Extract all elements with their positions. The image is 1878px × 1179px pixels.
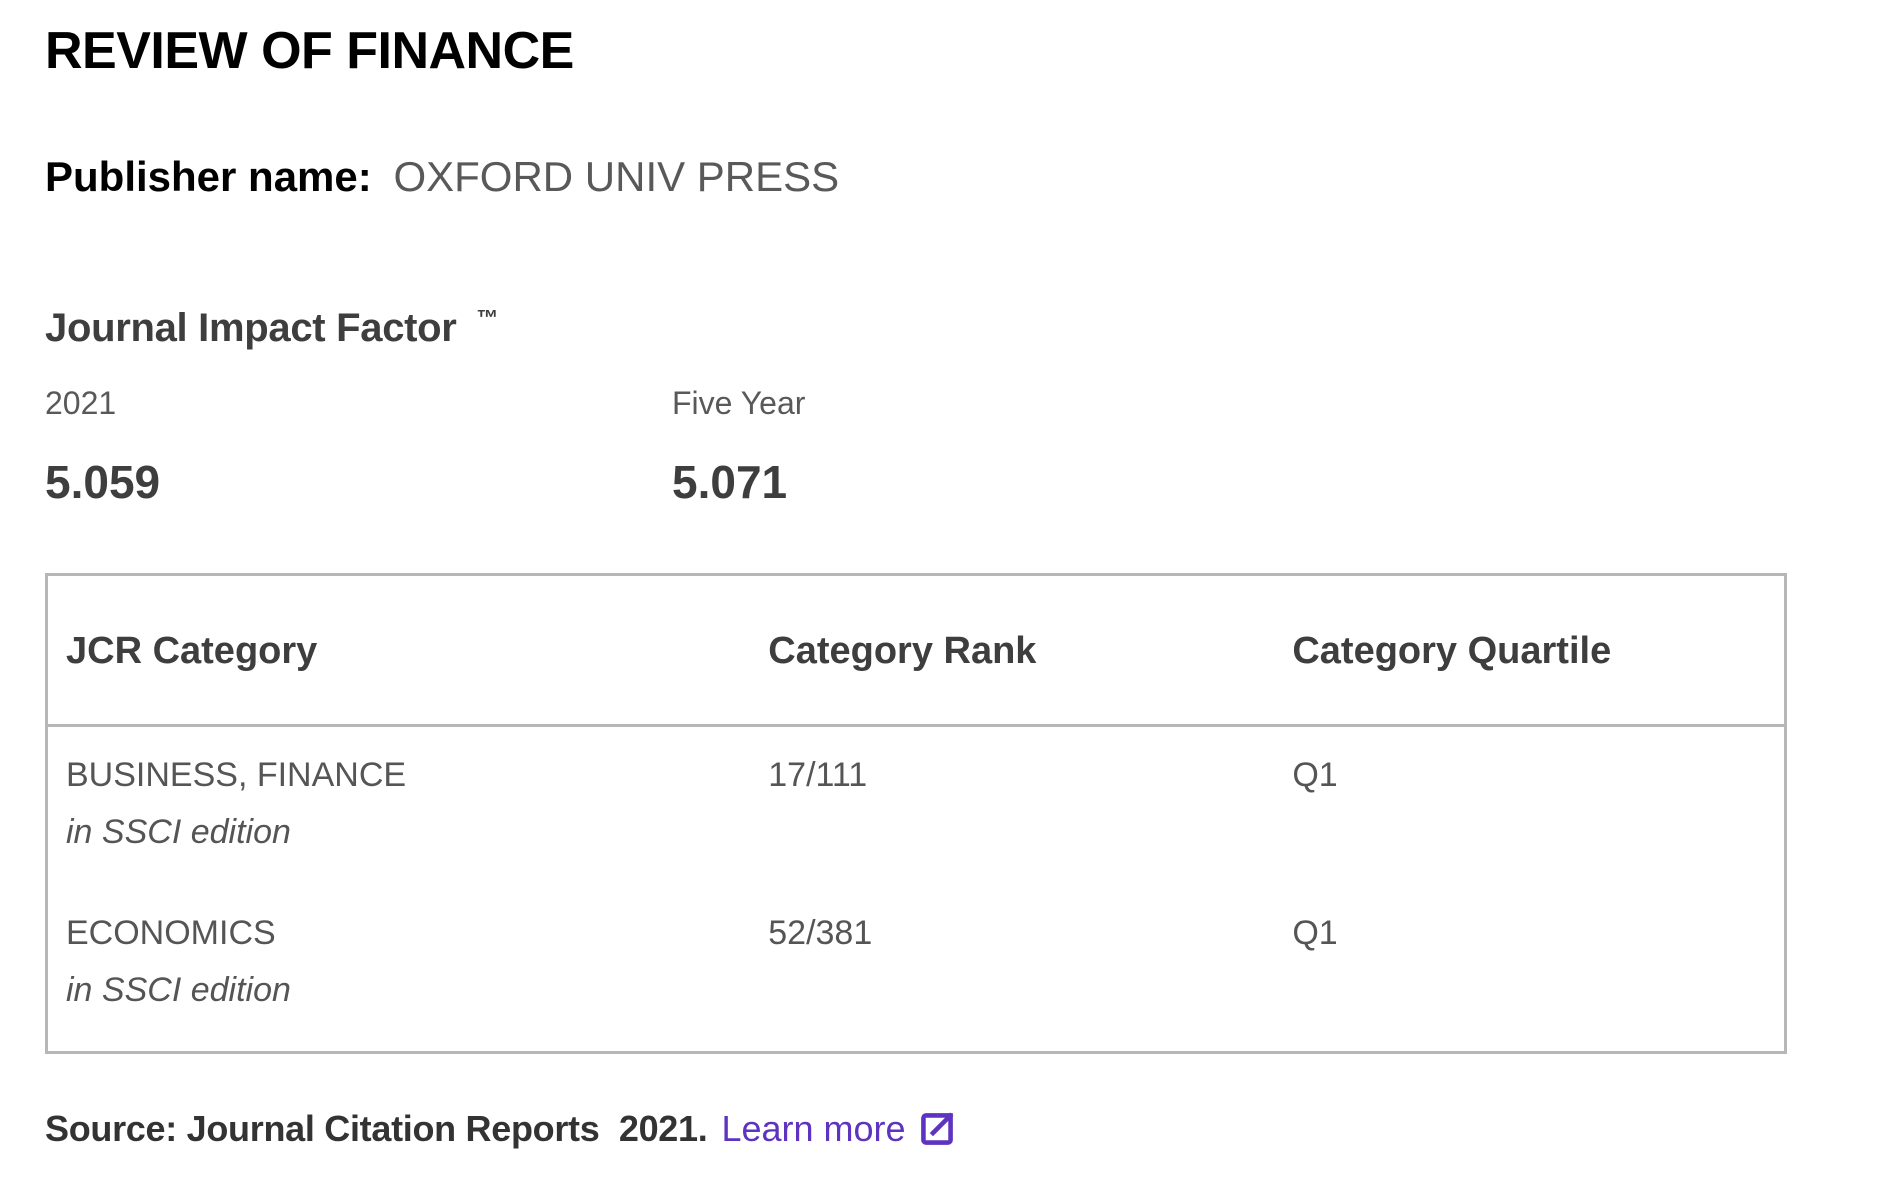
category-cell: ECONOMICS in SSCI edition	[47, 883, 751, 1053]
jif-five-year-column: Five Year 5.071	[672, 384, 805, 510]
impact-factor-values: 2021 5.059 Five Year 5.071	[45, 384, 1787, 510]
category-edition: in SSCI edition	[66, 971, 291, 1009]
column-header-category-rank: Category Rank	[750, 574, 1275, 727]
publisher-label: Publisher name:	[45, 153, 372, 200]
impact-factor-section: Journal Impact Factor ™ 2021 5.059 Five …	[45, 294, 1787, 510]
impact-factor-heading: Journal Impact Factor ™	[45, 294, 1787, 352]
category-quartile: Q1	[1292, 914, 1338, 952]
journal-profile-page: REVIEW OF FINANCE Publisher name: OXFORD…	[45, 22, 1787, 1151]
learn-more-link[interactable]: Learn more	[721, 1107, 958, 1151]
table-row: BUSINESS, FINANCE in SSCI edition 17/111…	[47, 726, 1786, 884]
category-name: ECONOMICS	[66, 914, 276, 952]
jif-current-year-column: 2021 5.059	[45, 384, 672, 510]
category-edition: in SSCI edition	[66, 813, 291, 851]
jif-five-year-value: 5.071	[672, 456, 788, 508]
publisher-value: OXFORD UNIV PRESS	[393, 153, 840, 200]
learn-more-label: Learn more	[721, 1108, 906, 1149]
trademark-symbol: ™	[476, 305, 499, 330]
jcr-category-table: JCR Category Category Rank Category Quar…	[45, 573, 1787, 1054]
table-row: ECONOMICS in SSCI edition 52/381 Q1	[47, 883, 1786, 1053]
source-line: Source: Journal Citation Reports 2021. L…	[45, 1107, 1787, 1151]
column-header-jcr-category: JCR Category	[46, 574, 751, 727]
category-quartile: Q1	[1292, 756, 1338, 794]
page-title: REVIEW OF FINANCE	[45, 22, 574, 80]
category-rank: 17/111	[768, 756, 868, 794]
jif-year-value: 5.059	[45, 456, 161, 508]
external-link-icon	[920, 1112, 954, 1145]
impact-factor-heading-text: Journal Impact Factor	[45, 306, 457, 350]
source-text: Source: Journal Citation Reports 2021.	[45, 1108, 708, 1149]
category-cell: BUSINESS, FINANCE in SSCI edition	[47, 726, 751, 884]
jif-five-year-label: Five Year	[672, 385, 806, 421]
publisher-line: Publisher name: OXFORD UNIV PRESS	[45, 152, 1787, 202]
category-name: BUSINESS, FINANCE	[66, 756, 407, 794]
table-header-row: JCR Category Category Rank Category Quar…	[46, 574, 1786, 727]
category-rank: 52/381	[768, 914, 873, 952]
column-header-category-quartile: Category Quartile	[1274, 574, 1786, 727]
jif-year-label: 2021	[45, 385, 117, 421]
